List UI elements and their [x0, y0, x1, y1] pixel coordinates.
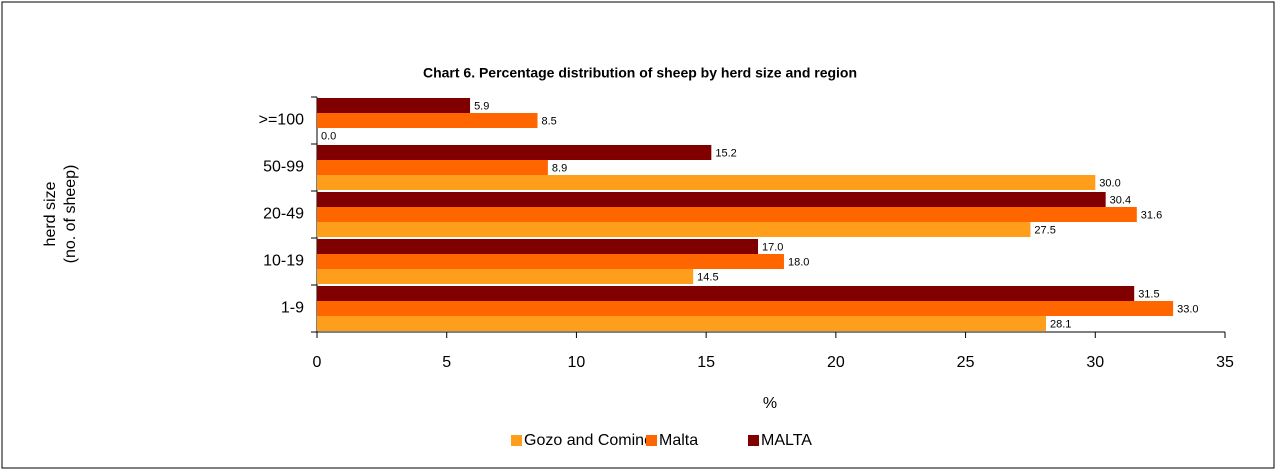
- bar: [317, 254, 784, 269]
- bar: [317, 207, 1137, 222]
- data-label: 15.2: [715, 147, 736, 159]
- data-label: 5.9: [474, 100, 489, 112]
- data-label: 8.9: [552, 162, 567, 174]
- data-label: 33.0: [1177, 303, 1198, 315]
- bar: [317, 113, 538, 128]
- legend-label: Malta: [659, 432, 698, 449]
- bar: [317, 98, 471, 113]
- bar: [317, 239, 759, 254]
- bar: [317, 160, 548, 175]
- bar: [317, 269, 694, 284]
- y-tick-label: 50-99: [263, 159, 304, 176]
- x-axis-label: %: [763, 395, 777, 412]
- y-axis-label-line: herd size: [42, 181, 59, 246]
- data-label: 27.5: [1034, 224, 1055, 236]
- chart-title: Chart 6. Percentage distribution of shee…: [423, 65, 857, 81]
- x-tick-label: 30: [1086, 354, 1104, 371]
- data-label: 17.0: [762, 241, 783, 253]
- data-label: 30.0: [1099, 177, 1120, 189]
- bar: [317, 316, 1046, 331]
- y-axis-label: herd size (no. of sheep): [42, 165, 79, 264]
- y-axis-label-line: (no. of sheep): [62, 165, 79, 264]
- bar: [317, 222, 1031, 237]
- legend-swatch: [646, 435, 657, 446]
- x-tick-label: 25: [957, 354, 975, 371]
- data-label: 31.6: [1141, 209, 1162, 221]
- data-label: 8.5: [542, 115, 557, 127]
- legend-label: Gozo and Comino: [524, 432, 653, 449]
- legend-label: MALTA: [761, 432, 812, 449]
- data-label: 30.4: [1110, 194, 1131, 206]
- data-label: 14.5: [697, 271, 718, 283]
- x-tick-label: 20: [827, 354, 845, 371]
- x-tick-label: 0: [313, 354, 322, 371]
- legend-swatch: [748, 435, 759, 446]
- y-tick-label: 10-19: [263, 253, 304, 270]
- data-label: 0.0: [321, 130, 336, 142]
- y-tick-label: 20-49: [263, 206, 304, 223]
- data-label: 28.1: [1050, 318, 1071, 330]
- data-label: 31.5: [1138, 288, 1159, 300]
- data-label: 18.0: [788, 256, 809, 268]
- bar: [317, 175, 1096, 190]
- x-tick-label: 10: [568, 354, 586, 371]
- legend-swatch: [511, 435, 522, 446]
- bar: [317, 301, 1174, 316]
- bar: [317, 145, 712, 160]
- bar: [317, 286, 1135, 301]
- x-tick-label: 35: [1216, 354, 1234, 371]
- bar: [317, 192, 1106, 207]
- y-tick-label: >=100: [259, 112, 304, 129]
- y-tick-label: 1-9: [281, 300, 304, 317]
- x-tick-label: 15: [697, 354, 715, 371]
- x-tick-label: 5: [442, 354, 451, 371]
